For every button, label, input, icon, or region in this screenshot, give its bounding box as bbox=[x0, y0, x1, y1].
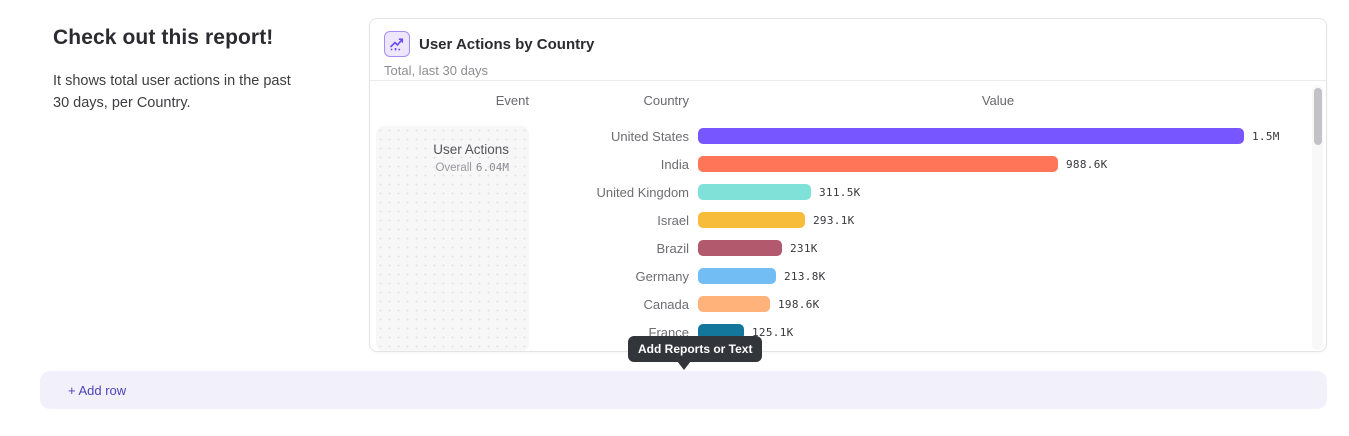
country-label: Israel bbox=[657, 212, 689, 228]
report-title: User Actions by Country bbox=[419, 35, 595, 53]
bar-united-kingdom[interactable] bbox=[698, 184, 811, 200]
report-card[interactable]: User Actions by Country Total, last 30 d… bbox=[369, 18, 1327, 352]
bar-chart: United States 1.5M India 988.6K United Kingd… bbox=[370, 122, 1280, 346]
bar-canada[interactable] bbox=[698, 296, 770, 312]
chart-row: India 988.6K bbox=[370, 150, 1280, 178]
bar-united-states[interactable] bbox=[698, 128, 1244, 144]
country-label: United States bbox=[610, 128, 689, 144]
value-label: 988.6K bbox=[1066, 157, 1108, 171]
chart-row: Israel 293.1K bbox=[370, 206, 1280, 234]
bar-israel[interactable] bbox=[698, 212, 805, 228]
bar-germany[interactable] bbox=[698, 268, 776, 284]
country-label: India bbox=[660, 156, 689, 172]
intro-heading: Check out this report! bbox=[53, 26, 274, 49]
country-label: Germany bbox=[635, 268, 689, 284]
country-label: Canada bbox=[643, 296, 689, 312]
chart-row: United Kingdom 311.5K bbox=[370, 178, 1280, 206]
add-row-button[interactable]: + Add row bbox=[40, 371, 1327, 409]
chart-row: United States 1.5M bbox=[370, 122, 1280, 150]
event-panel[interactable]: User Actions Overall 6.04M bbox=[376, 126, 529, 351]
event-overall-value: 6.04M bbox=[475, 161, 509, 174]
chart-row: Germany 213.8K bbox=[370, 262, 1280, 290]
chart-row: Canada 198.6K bbox=[370, 290, 1280, 318]
column-header-event: Event bbox=[495, 93, 529, 108]
event-overall-label: Overall bbox=[435, 162, 472, 174]
column-header-value: Value bbox=[981, 93, 1015, 108]
intro-text-block: Check out this report! It shows total us… bbox=[53, 26, 303, 115]
value-label: 198.6K bbox=[778, 297, 820, 311]
chart-row: Brazil 231K bbox=[370, 234, 1280, 262]
value-label: 311.5K bbox=[819, 185, 861, 199]
country-label: Brazil bbox=[656, 240, 689, 256]
add-reports-tooltip: Add Reports or Text bbox=[628, 336, 763, 362]
add-row-label: + Add row bbox=[68, 382, 127, 398]
country-label: France bbox=[648, 324, 689, 340]
value-label: 231K bbox=[790, 241, 818, 255]
event-overall: Overall 6.04M bbox=[386, 161, 509, 174]
report-subtitle: Total, last 30 days bbox=[384, 63, 489, 78]
event-name: User Actions bbox=[433, 142, 509, 157]
bar-brazil[interactable] bbox=[698, 240, 782, 256]
vertical-scrollbar-thumb[interactable] bbox=[1313, 88, 1322, 145]
vertical-scrollbar-track[interactable] bbox=[1312, 85, 1323, 350]
chart-area: Event Country Value User Actions Overall… bbox=[370, 81, 1326, 351]
line-chart-icon bbox=[384, 31, 410, 57]
value-label: 125.1K bbox=[752, 325, 794, 339]
chart-row: France 125.1K bbox=[370, 318, 1280, 346]
report-card-header: User Actions by Country Total, last 30 d… bbox=[370, 19, 1326, 81]
country-label: United Kingdom bbox=[596, 184, 690, 200]
intro-body: It shows total user actions in the past … bbox=[53, 73, 291, 112]
value-label: 293.1K bbox=[813, 213, 855, 227]
bar-india[interactable] bbox=[698, 156, 1058, 172]
column-header-country: Country bbox=[643, 93, 689, 108]
value-label: 1.5M bbox=[1252, 129, 1280, 143]
value-label: 213.8K bbox=[784, 269, 826, 283]
tooltip-arrow bbox=[677, 361, 691, 370]
